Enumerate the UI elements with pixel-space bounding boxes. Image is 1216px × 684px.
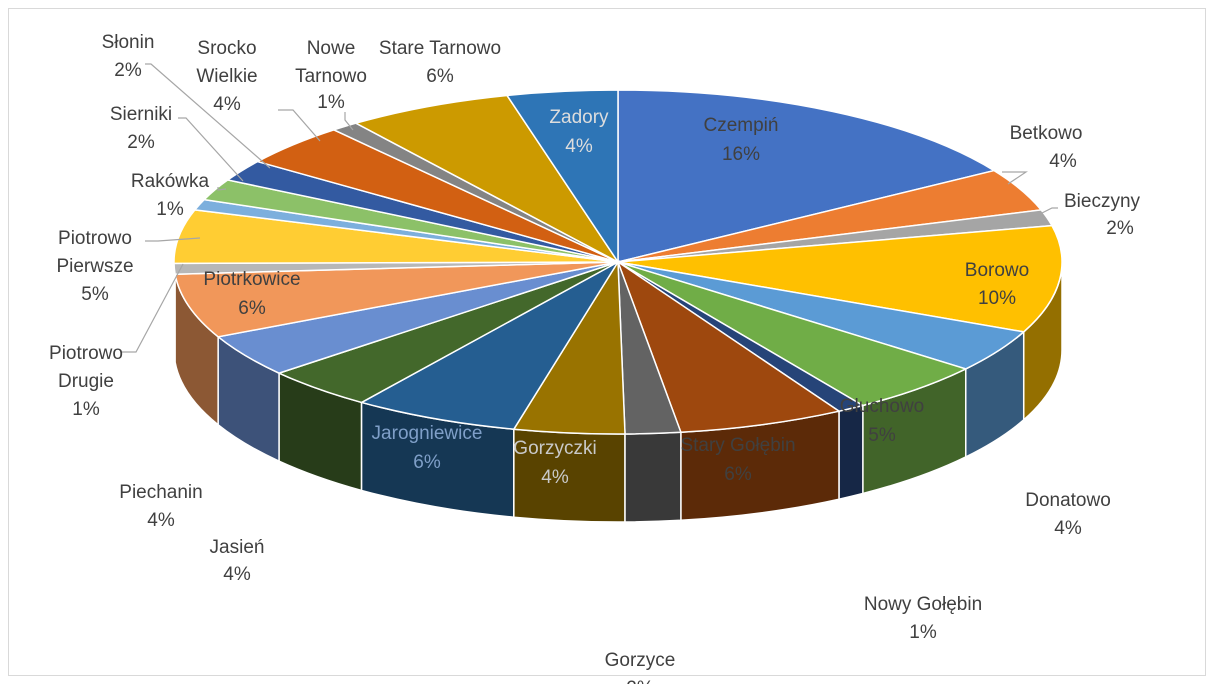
data-label-value-jarogniewice: 6% [413,452,441,473]
data-label-name-piotrowo-pierwsze: Pierwsze [56,256,133,277]
data-label-name-zadory: Zadory [549,107,609,128]
data-label-name-borowo: Borowo [965,260,1029,281]
leader-line-slonin [145,63,271,169]
data-label-name-srocko-wielkie: Srocko [197,38,256,59]
data-label-name-piotrowo-pierwsze: Piotrowo [58,228,132,249]
data-label-value-stare-tarnowo: 6% [426,66,454,87]
pie-slice-borowo [617,224,1063,333]
data-label-name-sierniki: Sierniki [110,104,172,125]
data-label-value-stary-golebin: 6% [724,464,752,485]
data-label-value-nowy-golebin: 1% [909,622,937,643]
data-label-value-gorzyce: 2% [626,678,654,684]
pie-side-gorzyce [624,431,682,523]
data-label-name-nowy-golebin: Nowy Gołębin [864,594,982,615]
data-label-value-piechanin: 4% [147,510,175,531]
pie-slice-jarogniewice [359,259,621,430]
data-label-name-gorzyce: Gorzyce [605,650,676,671]
pie-slice-stary-golebin [616,260,841,434]
data-label-name-piotrkowice: Piotrkowice [203,269,300,290]
data-label-name-nowe-tarnowo: Tarnowo [295,66,367,87]
data-label-name-rakowka: Rakówka [131,171,210,192]
data-label-value-bieczyny: 2% [1106,218,1134,239]
pie-slice-czempin [617,89,997,263]
data-label-name-jarogniewice: Jarogniewice [372,423,483,444]
leader-line-sierniki [178,117,244,182]
data-label-name-betkowo: Betkowo [1010,123,1083,144]
data-label-value-czempin: 16% [722,144,760,165]
data-label-value-rakowka: 1% [156,199,184,220]
leader-line-piotrowo-pierwsze [145,237,201,242]
data-label-name-srocko-wielkie: Wielkie [196,66,257,87]
data-label-name-slonin: Słonin [102,32,155,53]
data-label-name-gluchowo: Głuchowo [840,396,925,417]
data-label-value-borowo: 10% [978,288,1016,309]
pie-side-nowy-golebin [838,404,864,501]
data-label-value-gluchowo: 5% [868,425,896,446]
data-label-value-slonin: 2% [114,60,142,81]
data-label-value-jasien: 4% [223,564,251,585]
leader-line-bieczyny [1039,207,1058,215]
data-label-name-jasien: Jasień [210,537,265,558]
data-label-value-piotrowo-pierwsze: 5% [81,284,109,305]
leader-line-srocko-wielkie [278,109,321,142]
data-label-value-gorzyczki: 4% [541,467,569,488]
chart-frame [8,8,1206,676]
data-label-name-piotrowo-drugie: Piotrowo [49,343,123,364]
data-label-name-donatowo: Donatowo [1025,490,1111,511]
data-label-value-piotrowo-drugie: 1% [72,399,100,420]
data-label-name-bieczyny: Bieczyny [1064,191,1141,212]
leader-line-piotrowo-drugie [122,263,184,353]
data-label-name-nowe-tarnowo: Nowe [307,38,356,59]
data-label-value-srocko-wielkie: 4% [213,94,241,115]
pie-slice-stare-tarnowo [353,94,619,263]
data-label-name-stary-golebin: Stary Gołębin [680,435,795,456]
leader-line-rakowka [217,187,227,191]
leader-line-betkowo [1002,171,1028,185]
leader-line-nowe-tarnowo [344,112,354,131]
data-label-value-sierniki: 2% [127,132,155,153]
pie-slice-zadory [505,89,619,265]
data-label-name-piotrowo-drugie: Drugie [58,371,114,392]
data-label-value-zadory: 4% [565,136,593,157]
data-label-name-piechanin: Piechanin [119,482,202,503]
data-label-value-betkowo: 4% [1049,151,1077,172]
data-label-name-stare-tarnowo: Stare Tarnowo [379,38,501,59]
data-label-name-czempin: Czempiń [704,115,779,136]
data-label-value-donatowo: 4% [1054,518,1082,539]
data-label-name-gorzyczki: Gorzyczki [513,438,596,459]
data-label-value-piotrkowice: 6% [238,298,266,319]
data-label-value-nowe-tarnowo: 1% [317,92,345,113]
pie-slice-piotrkowice [174,261,619,338]
